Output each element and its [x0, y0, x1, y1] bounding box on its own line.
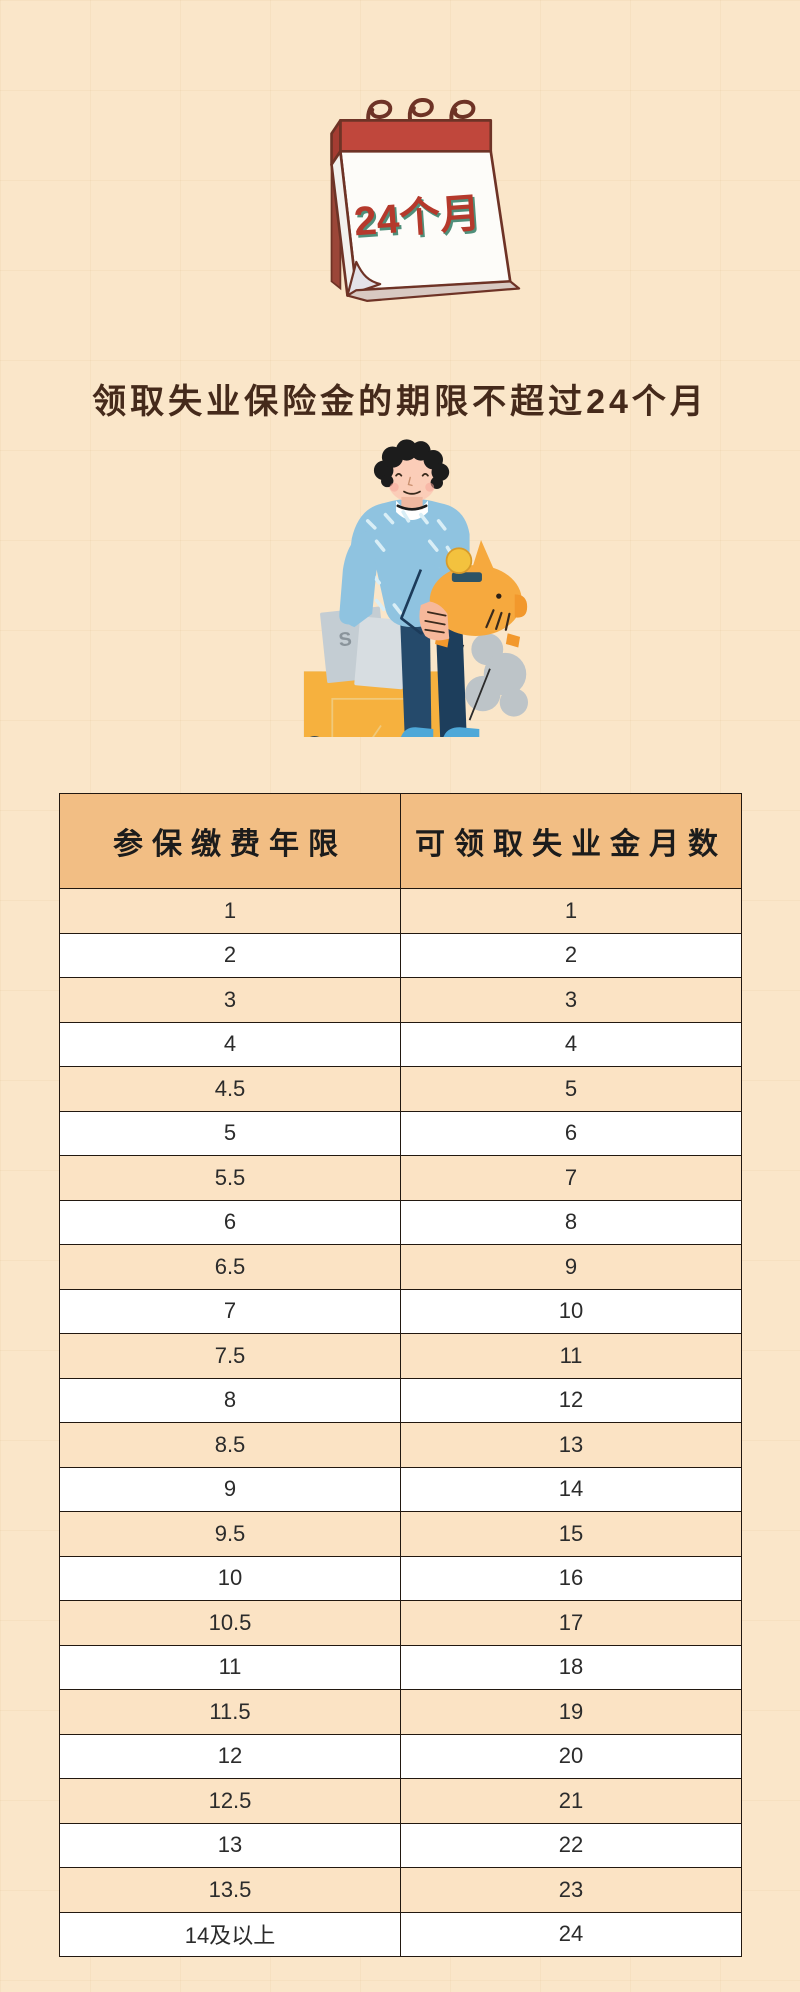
svg-text:S: S — [338, 628, 353, 651]
svg-text:24个月: 24个月 — [352, 190, 482, 245]
